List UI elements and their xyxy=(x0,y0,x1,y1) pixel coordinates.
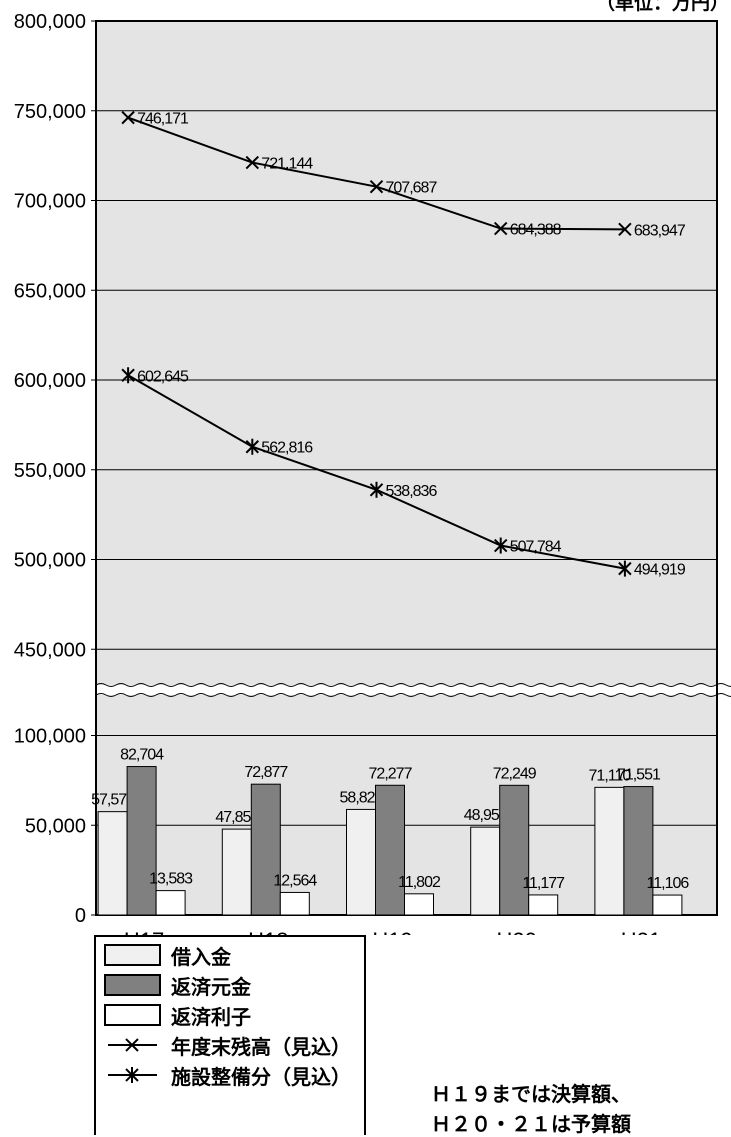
axis-break-line xyxy=(95,683,731,687)
bar-interest xyxy=(652,894,683,916)
y-tick-label: 550,000 xyxy=(14,460,86,482)
legend-item-borrowing: 借入金 xyxy=(104,941,231,969)
marker-year-end-balance xyxy=(121,110,135,125)
y-tick-label: 450,000 xyxy=(14,639,86,661)
axis-break-band xyxy=(97,685,716,695)
point-label-year-end-balance: 721,144 xyxy=(261,156,313,173)
axis-break-line xyxy=(95,693,731,697)
bar-label-borrowing: 48,950 xyxy=(464,807,508,824)
bar-borrowing xyxy=(221,828,252,916)
bar-borrowing xyxy=(97,811,128,916)
x-tick-label: H18 xyxy=(248,928,288,935)
x-marker-icon xyxy=(108,1038,157,1052)
bar-label-principal: 72,277 xyxy=(369,765,413,782)
y-tick-label: 800,000 xyxy=(14,11,86,33)
marker-facility xyxy=(245,438,260,455)
point-label-year-end-balance: 746,171 xyxy=(137,111,189,128)
legend-label-interest: 返済利子 xyxy=(171,1004,251,1029)
legend-swatch-interest xyxy=(104,1004,161,1026)
point-label-year-end-balance: 707,687 xyxy=(386,180,438,197)
marker-year-end-balance xyxy=(493,221,508,236)
asterisk-marker-icon xyxy=(108,1067,157,1083)
bar-label-borrowing: 47,850 xyxy=(215,809,259,826)
bar-principal xyxy=(623,786,654,916)
bar-label-borrowing: 71,110 xyxy=(589,767,632,784)
y-tick-label: 750,000 xyxy=(14,101,86,123)
legend: 借入金 返済元金 返済利子 年度末残高（見込） 施設整備分（見込） xyxy=(94,935,366,1135)
bar-principal xyxy=(126,766,157,916)
point-label-facility: 494,919 xyxy=(634,562,686,579)
point-label-facility: 602,645 xyxy=(137,368,189,385)
plot-area xyxy=(96,21,717,915)
bar-label-interest: 13,583 xyxy=(149,871,193,888)
legend-swatch-borrowing xyxy=(104,944,161,966)
legend-item-facility: 施設整備分（見込） xyxy=(104,1061,351,1089)
bar-interest xyxy=(155,890,186,916)
bar-principal xyxy=(375,784,405,916)
bar-label-principal: 71,551 xyxy=(617,767,661,784)
unit-label: （単位：万円） xyxy=(595,0,729,14)
bar-borrowing xyxy=(470,826,501,916)
note-line-2: Ｈ２０・２１は予算額 xyxy=(431,1112,631,1136)
legend-item-interest: 返済利子 xyxy=(104,1001,251,1029)
marker-year-end-balance xyxy=(369,179,384,194)
bar-label-interest: 11,177 xyxy=(522,875,565,892)
marker-facility xyxy=(369,481,384,498)
bar-borrowing xyxy=(594,786,625,916)
bar-interest xyxy=(279,891,310,916)
point-label-facility: 562,816 xyxy=(261,440,313,457)
marker-year-end-balance xyxy=(245,155,260,170)
bar-interest xyxy=(404,893,434,916)
bar-label-principal: 72,877 xyxy=(244,764,288,781)
x-tick-label: H20 xyxy=(497,928,537,935)
legend-swatch-principal xyxy=(104,974,161,996)
legend-item-year-end-balance: 年度末残高（見込） xyxy=(104,1031,351,1059)
legend-label-year-end-balance: 年度末残高（見込） xyxy=(171,1034,351,1059)
y-tick-label: 50,000 xyxy=(25,815,86,837)
bar-interest xyxy=(528,894,559,916)
y-tick-label: 0 xyxy=(75,905,86,927)
bar-principal xyxy=(499,784,530,916)
legend-label-principal: 返済元金 xyxy=(171,974,251,999)
bar-borrowing xyxy=(346,808,376,916)
legend-label-borrowing: 借入金 xyxy=(171,944,231,969)
marker-year-end-balance xyxy=(618,222,632,237)
bar-label-interest: 11,106 xyxy=(647,875,690,892)
point-label-year-end-balance: 683,947 xyxy=(634,222,686,239)
legend-label-facility: 施設整備分（見込） xyxy=(171,1064,351,1089)
bar-principal xyxy=(250,783,281,916)
marker-facility xyxy=(493,537,508,554)
y-tick-label: 700,000 xyxy=(14,191,86,213)
point-label-facility: 538,836 xyxy=(386,483,438,500)
bar-label-borrowing: 57,570 xyxy=(91,792,135,809)
x-tick-label: H17 xyxy=(124,928,164,935)
marker-facility xyxy=(618,560,632,577)
bar-label-borrowing: 58,820 xyxy=(340,789,384,806)
chart: 800,000 750,000 700,000 650,000 600,000 550,0… xyxy=(14,11,731,935)
legend-item-principal: 返済元金 xyxy=(104,971,251,999)
point-label-facility: 507,784 xyxy=(510,539,562,556)
bar-label-interest: 12,564 xyxy=(273,872,317,889)
y-tick-label: 650,000 xyxy=(14,280,86,302)
bar-label-principal: 82,704 xyxy=(120,747,164,764)
y-tick-label: 100,000 xyxy=(14,726,86,748)
x-tick-label: H21 xyxy=(621,928,661,935)
y-tick-label: 500,000 xyxy=(14,550,86,572)
y-tick-label: 600,000 xyxy=(14,370,86,392)
marker-facility xyxy=(121,367,135,384)
point-label-year-end-balance: 684,388 xyxy=(510,222,562,239)
x-tick-label: H19 xyxy=(372,928,412,935)
note-line-1: Ｈ１９までは決算額、 xyxy=(431,1082,631,1106)
bar-label-principal: 72,249 xyxy=(493,765,537,782)
bar-label-interest: 11,802 xyxy=(398,874,441,891)
